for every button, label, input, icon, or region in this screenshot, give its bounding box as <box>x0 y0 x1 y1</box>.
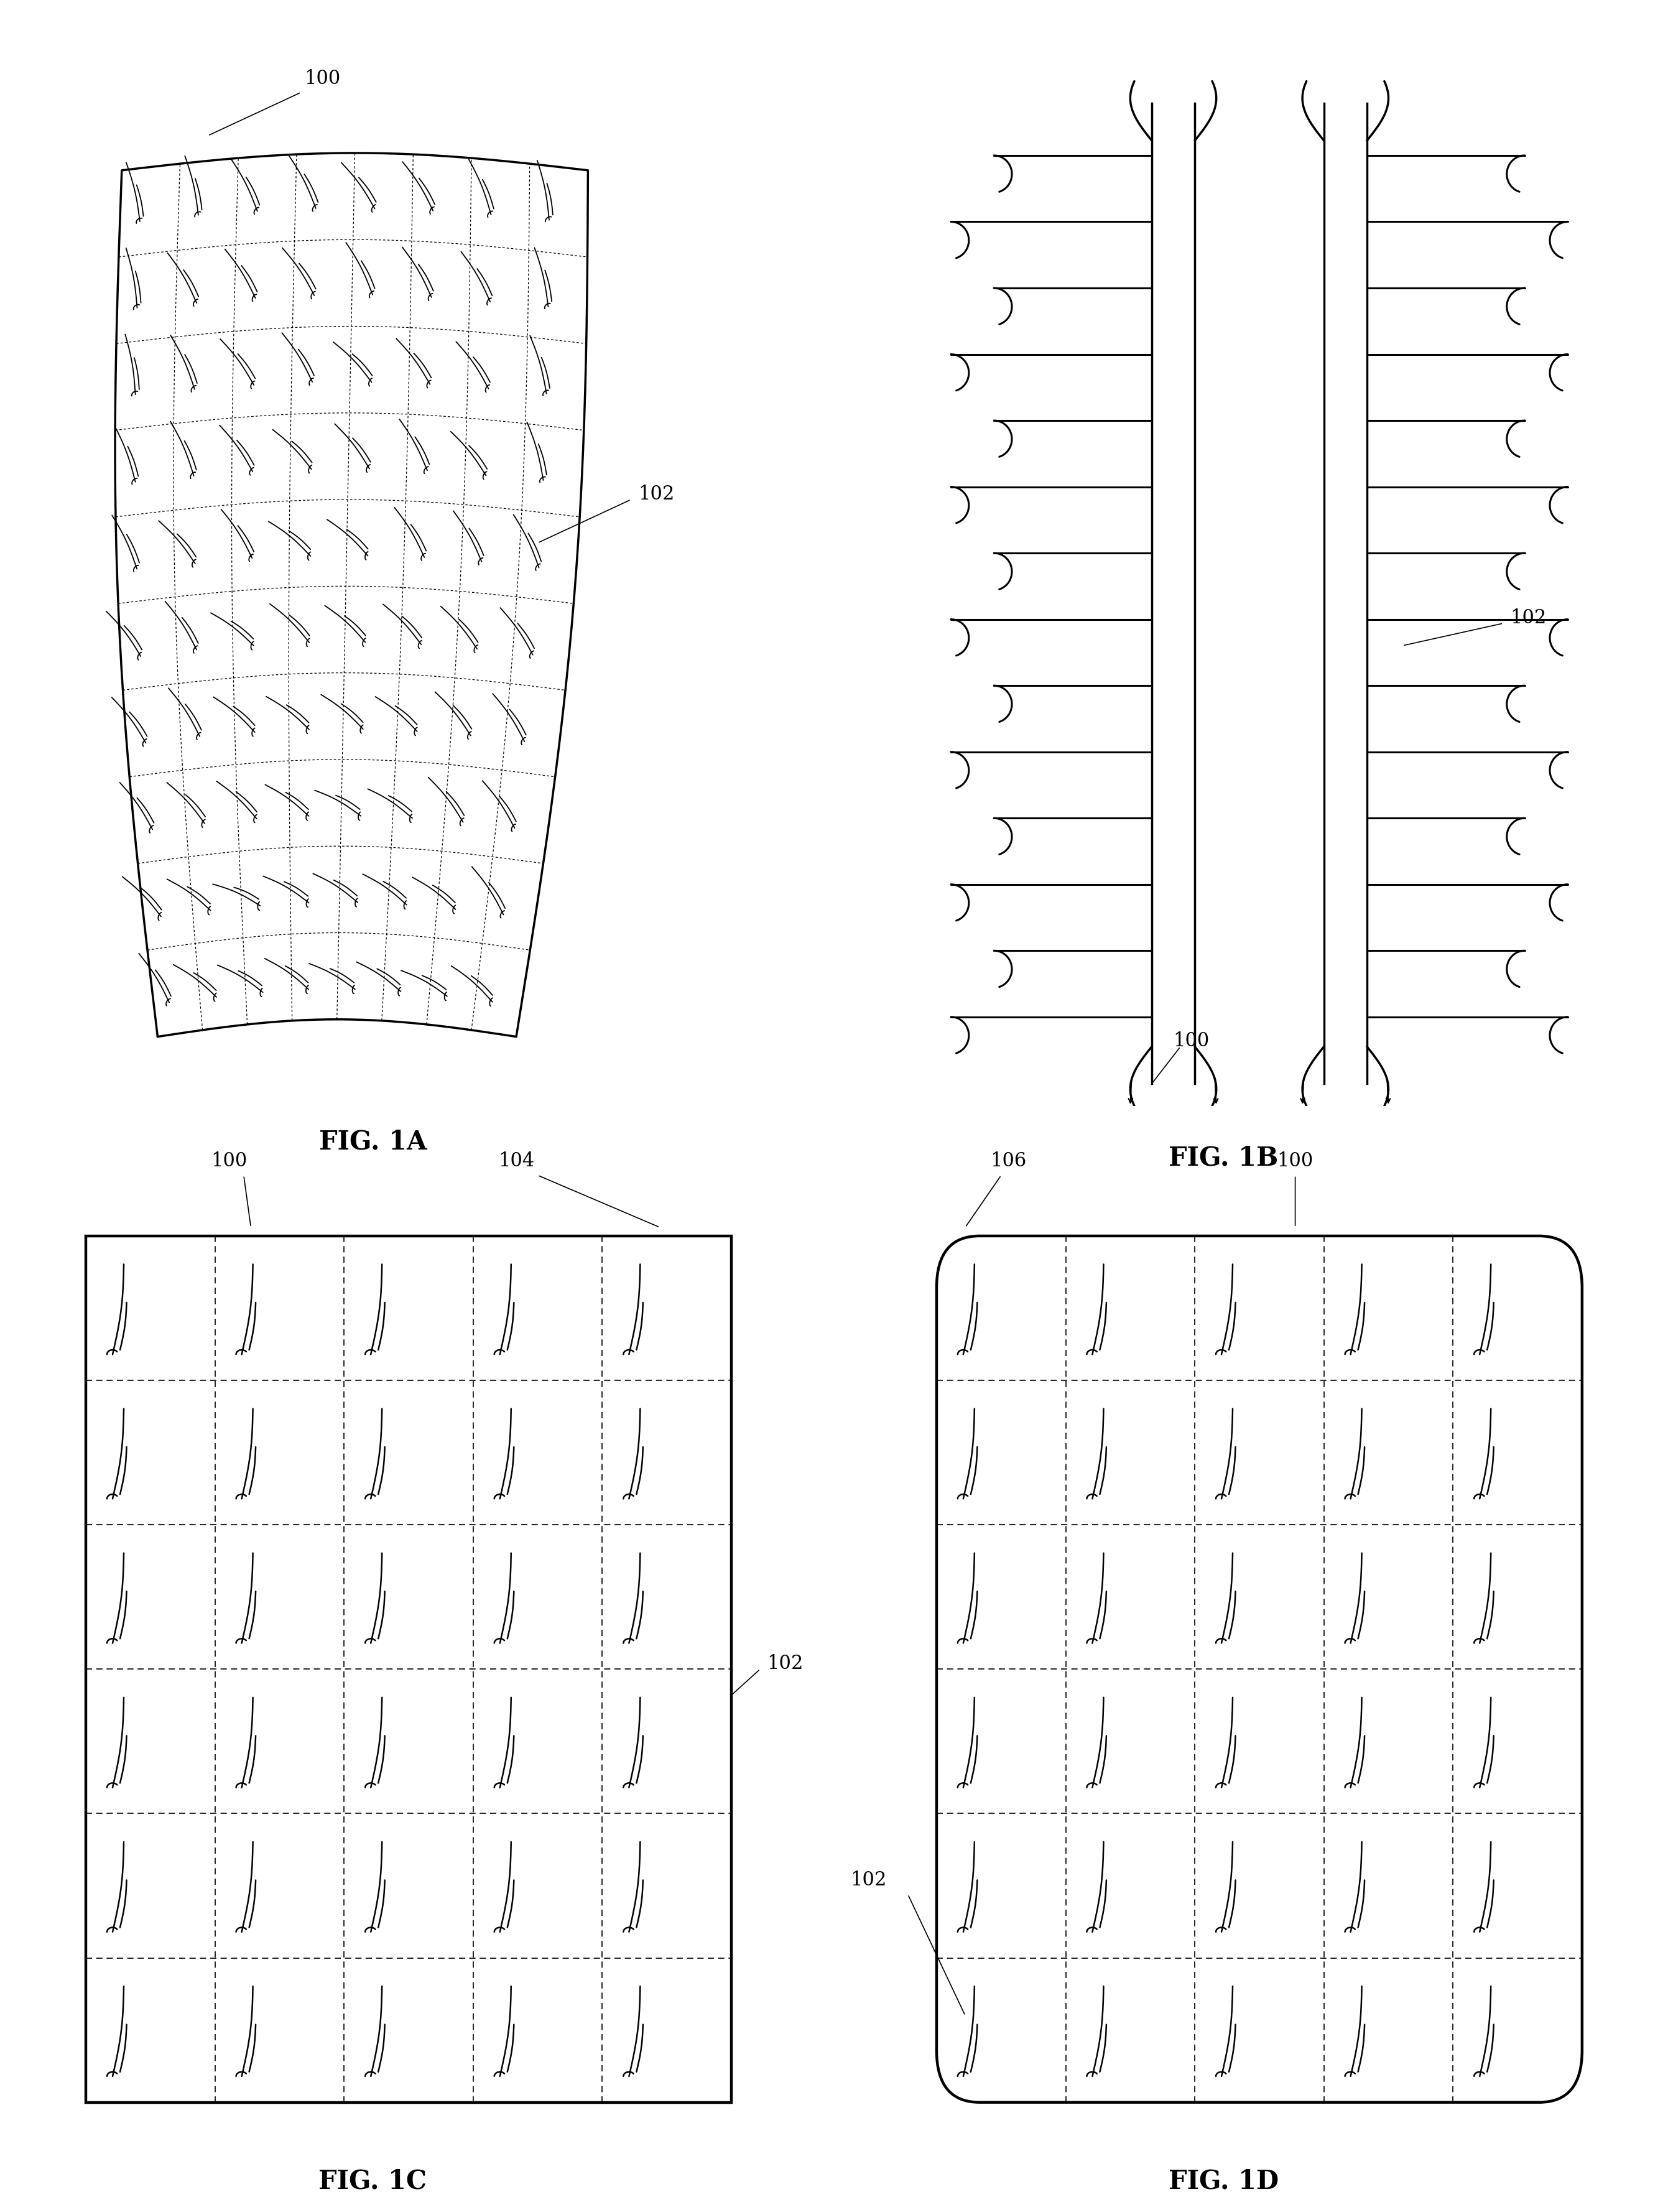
Text: 100: 100 <box>212 1152 247 1170</box>
Text: 102: 102 <box>851 1871 886 1889</box>
Text: 100: 100 <box>1278 1152 1313 1170</box>
Text: 102: 102 <box>767 1655 804 1674</box>
Bar <box>85 1237 731 2101</box>
FancyBboxPatch shape <box>937 1237 1581 2101</box>
Text: FIG. 1B: FIG. 1B <box>1169 1146 1278 1170</box>
Text: 102: 102 <box>1510 608 1546 628</box>
Text: FIG. 1A: FIG. 1A <box>319 1128 427 1155</box>
Text: 104: 104 <box>499 1152 534 1170</box>
Text: FIG. 1C: FIG. 1C <box>319 2168 427 2194</box>
Polygon shape <box>115 153 587 1037</box>
Text: FIG. 1D: FIG. 1D <box>1168 2168 1279 2194</box>
Text: 106: 106 <box>991 1152 1026 1170</box>
Text: 100: 100 <box>1173 1031 1209 1051</box>
Text: 102: 102 <box>639 484 674 504</box>
Text: 100: 100 <box>305 69 340 88</box>
